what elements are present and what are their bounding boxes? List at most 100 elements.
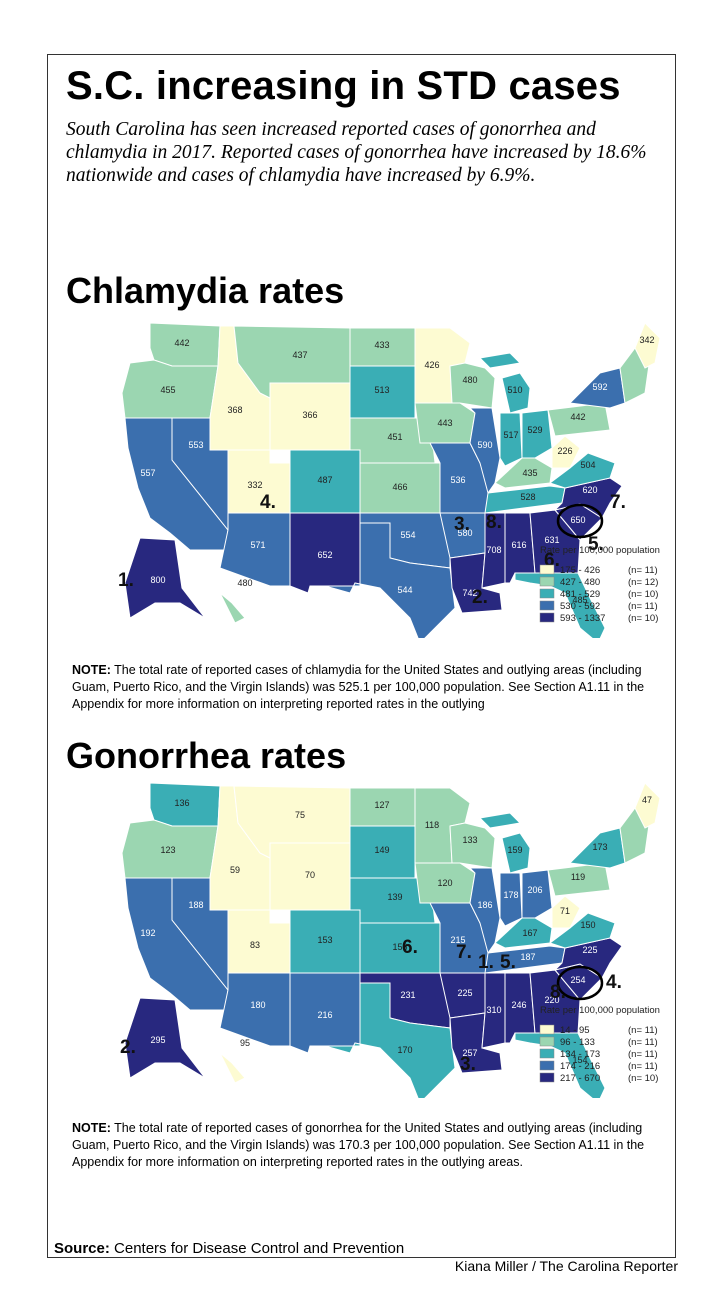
rank-marker: 6.: [402, 937, 418, 958]
state-value-hi: 95: [240, 1038, 250, 1048]
state-value-ny: 592: [592, 382, 607, 392]
state-value-fl: 485: [572, 595, 587, 605]
state-wv: [551, 435, 581, 469]
legend-count: (n= 11): [628, 601, 658, 612]
state-value-oh: 206: [527, 885, 542, 895]
legend-range: 174 - 216: [560, 1061, 600, 1072]
state-value-ut: 83: [250, 940, 260, 950]
state-value-ny: 173: [592, 842, 607, 852]
legend-range: 481 - 529: [560, 589, 600, 600]
state-value-ga: 220: [544, 995, 559, 1005]
state-value-wi: 133: [462, 835, 477, 845]
rank-marker: 5.: [500, 952, 516, 973]
state-value-wi: 480: [462, 375, 477, 385]
state-tx: [324, 982, 456, 1098]
legend-range: 427 - 480: [560, 577, 600, 588]
legend-swatch: [539, 1048, 555, 1059]
state-value-wy: 366: [302, 410, 317, 420]
state-value-ne: 139: [387, 892, 402, 902]
state-value-ca: 192: [140, 928, 155, 938]
rank-marker: 8.: [550, 982, 566, 1003]
legend-swatch: [539, 564, 555, 575]
state-wi: [449, 362, 496, 409]
state-in: [499, 412, 523, 467]
legend-range: 175 - 426: [560, 565, 600, 576]
state-value-mo: 215: [450, 935, 465, 945]
rank-marker: 4.: [606, 972, 622, 993]
state-value-co: 153: [317, 935, 332, 945]
state-value-az: 180: [250, 1000, 265, 1010]
legend-swatch: [539, 576, 555, 587]
state-wi: [449, 822, 496, 869]
state-value-la: 742: [462, 588, 477, 598]
state-value-nv: 188: [188, 900, 203, 910]
state-value-nm: 216: [317, 1010, 332, 1020]
chlamydia-note: NOTE: The total rate of reported cases o…: [72, 662, 672, 713]
credit-line: Kiana Miller / The Carolina Reporter: [454, 1258, 678, 1274]
state-value-sd: 513: [374, 385, 389, 395]
state-value-mi: 510: [507, 385, 522, 395]
legend-count: (n= 11): [628, 565, 658, 576]
state-value-mo: 536: [450, 475, 465, 485]
state-fl: [514, 572, 606, 638]
state-value-il: 186: [477, 900, 492, 910]
rank-marker: 3.: [454, 514, 470, 535]
state-value-ks: 466: [392, 482, 407, 492]
state-value-mn: 118: [425, 820, 439, 830]
state-tx: [324, 522, 456, 638]
state-value-al: 616: [511, 540, 526, 550]
state-value-ne: 451: [387, 432, 402, 442]
state-value-fl: 154: [572, 1055, 587, 1065]
state-value-tx: 544: [397, 585, 412, 595]
source-label: Source:: [54, 1240, 110, 1257]
south-carolina-highlight: [556, 503, 604, 539]
state-value-id: 368: [227, 405, 242, 415]
rank-marker: 3.: [460, 1054, 476, 1075]
state-ak: [124, 537, 206, 619]
state-value-hi: 480: [237, 578, 252, 588]
legend-swatch: [539, 1060, 555, 1071]
note-label: NOTE:: [72, 663, 111, 677]
state-me: [634, 322, 661, 369]
page-title: S.C. increasing in STD cases: [66, 64, 621, 108]
state-value-ia: 120: [437, 878, 452, 888]
south-carolina-highlight: [556, 965, 604, 1001]
state-value-nc: 225: [582, 945, 597, 955]
state-value-nv: 553: [188, 440, 203, 450]
state-value-me: 47: [642, 795, 652, 805]
legend-swatch: [539, 1024, 555, 1035]
legend-count: (n= 10): [628, 589, 658, 600]
legend-swatch: [539, 588, 555, 599]
state-value-in: 517: [503, 430, 518, 440]
rank-marker: 1.: [478, 952, 494, 973]
legend-swatch: [539, 1036, 555, 1047]
state-value-sd: 149: [374, 845, 389, 855]
state-value-mn: 426: [424, 360, 439, 370]
note-label: NOTE:: [72, 1121, 111, 1135]
state-oh: [521, 869, 553, 919]
legend-title: Rate per 100,000 population: [540, 1005, 660, 1016]
state-hi: [219, 592, 246, 624]
note-text: The total rate of reported cases of chla…: [72, 663, 645, 711]
state-value-id: 59: [230, 865, 240, 875]
legend-range: 593 - 1337: [560, 613, 605, 624]
state-value-il: 590: [477, 440, 492, 450]
state-value-or: 455: [160, 385, 175, 395]
rank-marker: 1.: [118, 570, 134, 591]
state-value-ca: 557: [140, 468, 155, 478]
state-value-ok: 231: [400, 990, 415, 1000]
legend-count: (n= 10): [628, 613, 658, 624]
gonorrhea-title: Gonorrhea rates: [66, 735, 347, 776]
rank-marker: 5.: [588, 534, 604, 555]
state-value-nm: 652: [317, 550, 332, 560]
legend-range: 14 - 95: [560, 1025, 590, 1036]
state-value-me: 342: [639, 335, 654, 345]
state-ms: [481, 972, 506, 1049]
state-value-pa: 442: [570, 412, 585, 422]
legend-count: (n= 12): [628, 577, 658, 588]
state-value-ga: 631: [544, 535, 559, 545]
legend-count: (n= 11): [628, 1061, 658, 1072]
state-value-la: 257: [462, 1048, 477, 1058]
state-value-ky: 435: [522, 468, 537, 478]
state-value-ak: 800: [150, 575, 165, 585]
